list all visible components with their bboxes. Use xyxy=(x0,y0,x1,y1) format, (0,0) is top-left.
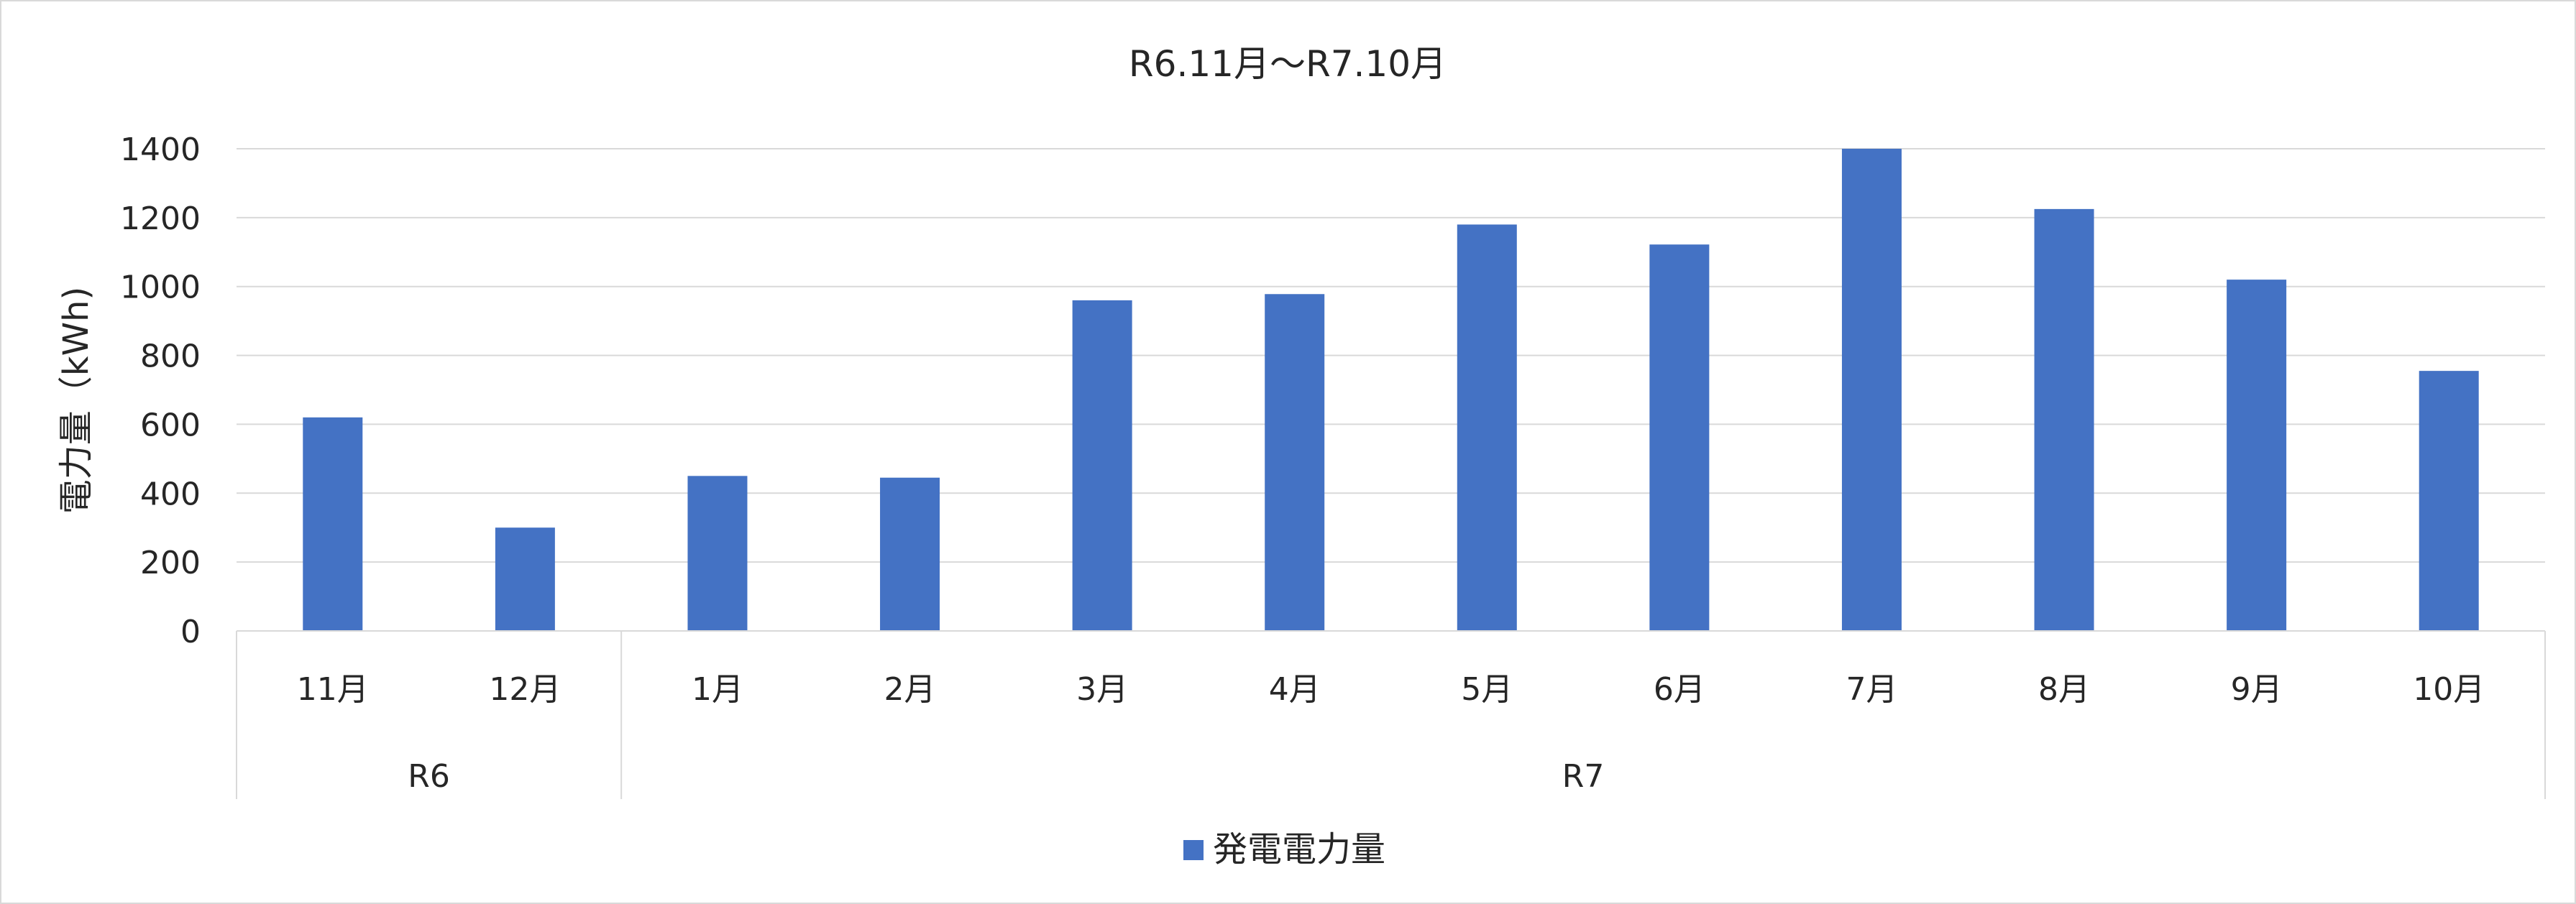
y-tick-label: 800 xyxy=(140,338,201,375)
x-axis: 11月 12月 1月 2月 3月 4月 5月 6月 7月 8月 9月 10月 R6 R7 xyxy=(236,630,2546,799)
bar xyxy=(303,417,363,631)
chart-title: R6.11月～R7.10月 xyxy=(1129,43,1447,85)
bar xyxy=(1457,224,1517,631)
x-tick-label: 8月 xyxy=(2038,671,2090,708)
bar xyxy=(1649,244,1710,631)
x-group-label: R7 xyxy=(1562,758,1605,795)
gridlines xyxy=(237,148,2545,632)
x-tick-label: 2月 xyxy=(884,671,936,708)
x-tick-label: 4月 xyxy=(1269,671,1321,708)
bar xyxy=(2034,208,2094,631)
y-tick-label: 0 xyxy=(180,614,201,650)
y-tick-label: 200 xyxy=(140,545,201,581)
bar xyxy=(687,476,748,631)
x-tick-label: 7月 xyxy=(1846,671,1897,708)
bar xyxy=(2419,371,2479,631)
bars xyxy=(303,149,2479,631)
bar xyxy=(1072,300,1132,631)
x-tick-label: 9月 xyxy=(2231,671,2283,708)
y-axis-ticks: 0 200 400 600 800 1000 1200 1400 xyxy=(120,132,201,650)
y-tick-label: 1400 xyxy=(120,132,201,168)
legend-label: 発電電力量 xyxy=(1213,829,1385,870)
bar xyxy=(880,477,940,631)
y-tick-label: 600 xyxy=(140,407,201,443)
x-tick-label: 5月 xyxy=(1461,671,1513,708)
bar xyxy=(1841,149,1902,631)
legend-swatch xyxy=(1183,840,1204,860)
bar xyxy=(2227,280,2287,631)
x-tick-label: 12月 xyxy=(489,671,561,708)
bar xyxy=(1265,294,1325,631)
x-tick-label: 3月 xyxy=(1076,671,1128,708)
y-tick-label: 400 xyxy=(140,476,201,512)
y-tick-label: 1200 xyxy=(120,200,201,237)
x-tick-label: 10月 xyxy=(2413,671,2485,708)
x-group-label: R6 xyxy=(408,758,450,795)
x-tick-label: 1月 xyxy=(692,671,743,708)
y-axis-label: 電力量（kWh) xyxy=(56,287,96,514)
x-tick-label: 11月 xyxy=(297,671,369,708)
legend: 発電電力量 xyxy=(1183,829,1385,870)
x-tick-label: 6月 xyxy=(1654,671,1705,708)
bar xyxy=(495,527,555,631)
y-tick-label: 1000 xyxy=(120,269,201,306)
